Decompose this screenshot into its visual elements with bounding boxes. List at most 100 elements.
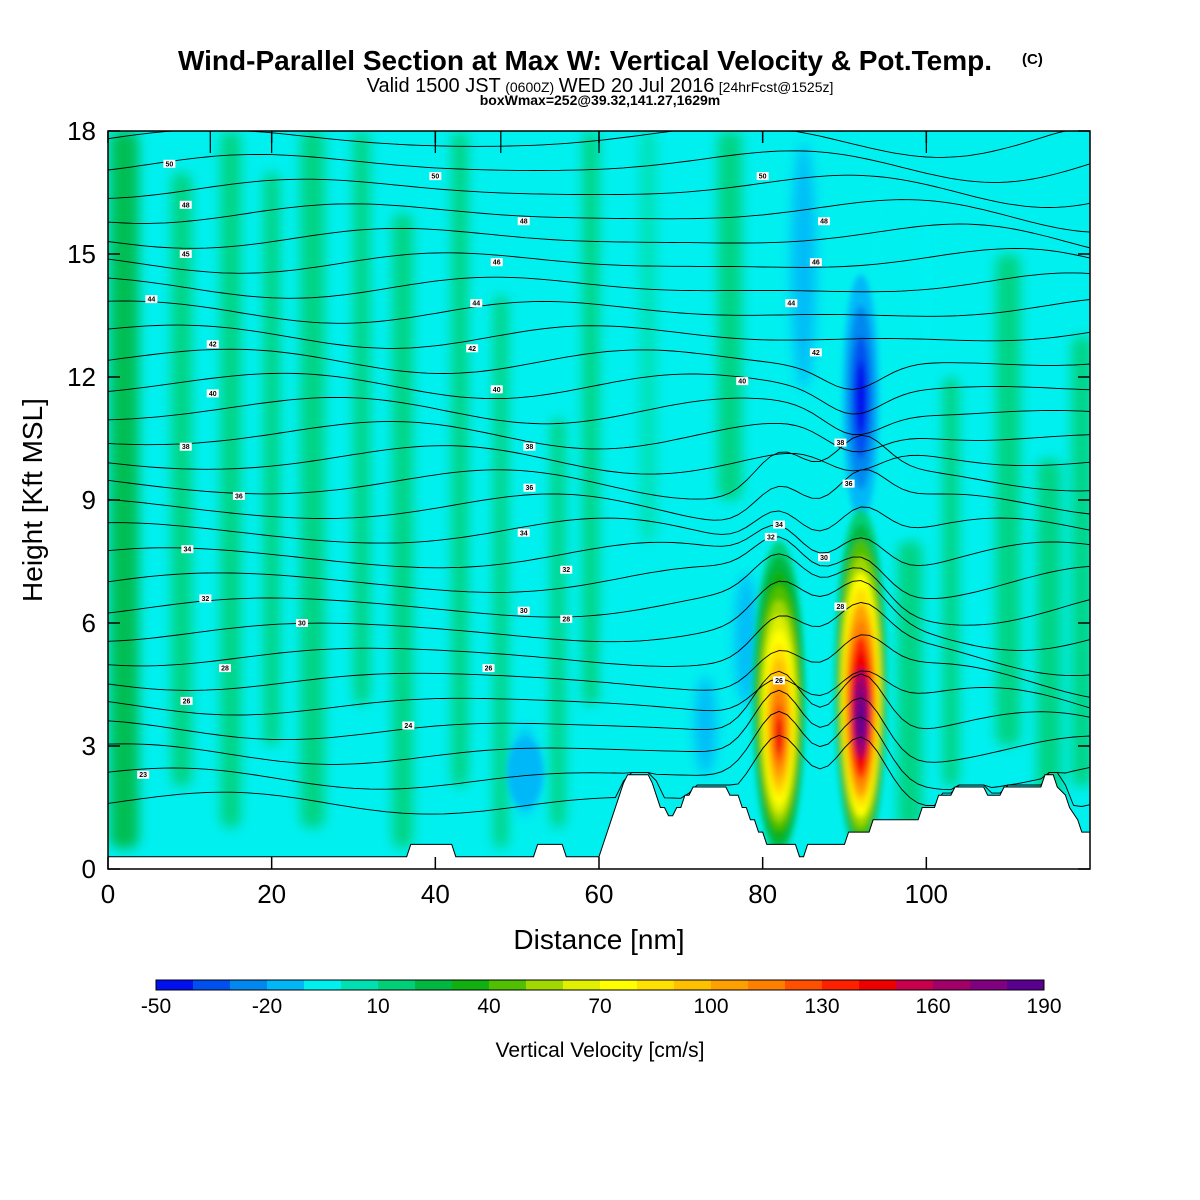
theta-contour-line <box>108 299 1090 324</box>
valid-date: WED 20 Jul 2016 <box>559 75 715 97</box>
contour-labels: 5048454442403836343230282624235048464442… <box>137 159 855 779</box>
velocity-streak <box>1071 336 1090 787</box>
contour-label-bg <box>429 172 442 181</box>
contour-label: 38 <box>179 442 192 451</box>
theta-contour-line <box>108 670 1090 716</box>
theta-contour-line <box>108 536 1090 600</box>
contour-label: 50 <box>756 172 769 181</box>
contour-label-text: 30 <box>820 555 828 562</box>
theta-contour-line <box>108 324 1090 349</box>
theta-contour-line <box>108 199 1090 233</box>
x-tick-label: 60 <box>585 879 614 909</box>
contour-label-text: 42 <box>209 342 217 349</box>
colorbar-tick-label: 130 <box>804 995 839 1018</box>
contour-label: 30 <box>818 553 831 562</box>
contour-label: 40 <box>490 385 503 394</box>
velocity-streak <box>300 131 325 828</box>
theta-contour-line <box>108 434 1090 500</box>
contour-label-bg <box>773 676 786 685</box>
chart-title: Wind-Parallel Section at Max W: Vertical… <box>178 45 992 76</box>
contour-label-bg <box>490 385 503 394</box>
contour-label-bg <box>785 299 798 308</box>
contour-label-text: 45 <box>182 252 190 259</box>
contour-label-text: 28 <box>562 616 570 623</box>
contour-label-bg <box>402 721 415 730</box>
y-tick-label: 15 <box>67 239 96 269</box>
contour-label-text: 36 <box>235 493 243 500</box>
contour-label-bg <box>179 200 192 209</box>
colorbar-tick-label: 100 <box>693 995 728 1018</box>
theta-contour-line <box>108 174 1090 208</box>
y-tick-label: 18 <box>67 116 96 146</box>
velocity-streak <box>171 172 192 787</box>
contour-label: 40 <box>206 389 219 398</box>
contour-label-bg <box>523 442 536 451</box>
theta-contour-line <box>108 689 1090 765</box>
contour-label: 42 <box>809 348 822 357</box>
contour-label-bg <box>466 344 479 353</box>
copyright-mark: (C) <box>1022 51 1043 68</box>
theta-contour-line <box>108 348 1090 390</box>
x-axis: 0 20 40 60 80 100 <box>101 131 948 909</box>
contour-label: 44 <box>785 299 798 308</box>
colorbar-swatch <box>637 980 675 990</box>
velocity-streak <box>263 172 280 746</box>
contour-label-text: 34 <box>520 530 528 537</box>
theta-contour-line <box>108 525 1090 569</box>
colorbar-tick-label: 70 <box>588 995 611 1018</box>
y-tick-label: 9 <box>82 485 96 515</box>
contour-label: 32 <box>560 565 573 574</box>
contour-label-bg <box>145 295 158 304</box>
title-block: Wind-Parallel Section at Max W: Vertical… <box>178 45 1043 108</box>
velocity-streak <box>451 131 469 787</box>
contour-label: 46 <box>490 258 503 267</box>
colorbar-swatch <box>452 980 490 990</box>
chart-subtitle: Valid 1500 JST (0600Z) WED 20 Jul 2016 [… <box>367 75 834 97</box>
contour-label-bg <box>834 602 847 611</box>
contour-label-bg <box>834 438 847 447</box>
terrain <box>108 774 1090 869</box>
contour-label-text: 48 <box>520 219 528 226</box>
theta-contour-line <box>108 223 1090 249</box>
utc-time: (0600Z) <box>505 79 554 95</box>
contour-label-text: 50 <box>431 174 439 181</box>
theta-contour-line <box>108 272 1090 299</box>
theta-contour-line <box>108 396 1090 436</box>
contour-label-text: 40 <box>738 379 746 386</box>
contour-label: 40 <box>736 377 749 386</box>
contour-label: 23 <box>137 770 150 779</box>
contour-label-text: 42 <box>812 350 820 357</box>
contour-label: 24 <box>402 721 415 730</box>
contour-label: 42 <box>466 344 479 353</box>
contour-label-bg <box>179 250 192 258</box>
contour-label-text: 28 <box>221 666 229 673</box>
contour-label: 36 <box>842 479 855 488</box>
contour-label-text: 44 <box>787 301 795 308</box>
background-streaks <box>110 131 1090 849</box>
contour-label-bg <box>206 389 219 398</box>
theta-contour-line <box>108 734 1090 815</box>
contour-label-text: 36 <box>845 481 853 488</box>
contour-label-bg <box>137 770 150 779</box>
contour-label-bg <box>517 217 530 226</box>
contour-label: 28 <box>834 602 847 611</box>
colorbar-swatch <box>748 980 786 990</box>
contour-label: 46 <box>809 258 822 267</box>
contour-label: 34 <box>517 528 530 537</box>
x-tick-label: 40 <box>421 879 450 909</box>
velocity-streak <box>110 131 139 849</box>
theta-contour-line <box>108 710 1090 791</box>
contour-label: 50 <box>163 159 176 168</box>
downdraft-patch <box>791 143 816 390</box>
contour-label-text: 32 <box>201 596 209 603</box>
theta-contour-line <box>108 469 1090 521</box>
forecast-info: [24hrFcst@1525z] <box>719 79 834 95</box>
plot-area: 5048454442403836343230282624235048464442… <box>108 131 1090 869</box>
contour-label-bg <box>470 299 483 308</box>
colorbar-swatch <box>933 980 971 990</box>
colorbar-swatch <box>970 980 1008 990</box>
contour-label-text: 26 <box>485 666 493 673</box>
downdraft-patch <box>885 434 919 533</box>
contour-label: 28 <box>219 664 232 673</box>
